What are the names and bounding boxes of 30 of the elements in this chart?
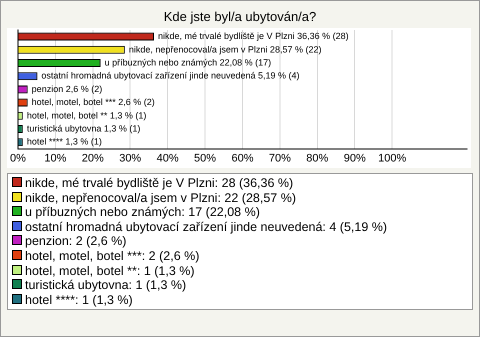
data-label: hotel **** 1,3 % (1) (26, 136, 102, 147)
legend-label: hotel, motel, botel ***: 2 (2,6 %) (25, 248, 200, 263)
x-tick-label: 70% (268, 152, 292, 164)
legend-label: hotel, motel, botel **: 1 (1,3 %) (25, 264, 195, 278)
legend-label: nikde, nepřenocoval/a jsem v Plzni: 22 (28,57 %) (25, 190, 296, 205)
legend-label: nikde, mé trvalé bydliště je V Plzni: 28 (36,36 %) (25, 176, 294, 190)
x-tick-label: 30% (119, 152, 142, 164)
legend-label: u příbuzných nebo známých: 17 (22,08 %) (25, 205, 260, 220)
x-tick-label: 50% (194, 152, 216, 164)
chart-title: Kde jste byl/a ubytován/a? (162, 8, 318, 26)
x-tick-label: 0% (10, 152, 26, 164)
x-tick-label: 10% (44, 152, 67, 164)
legend-label: ostatní hromadná ubytovací zařízení jinde neuvedená: 4 (5,19 %) (25, 220, 388, 234)
x-tick-label: 40% (156, 152, 179, 164)
data-label: nikde, nepřenocoval/a jsem v Plzni 28,57 % (22) (128, 44, 322, 54)
x-tick-label: 20% (82, 152, 104, 164)
legend-label: hotel ****: 1 (1,3 %) (25, 292, 133, 307)
data-label: ostatní hromadná ubytovací zařízení jinde neuvedená 5,19 % (4) (41, 70, 300, 81)
data-label: nikde, mé trvalé bydliště je V Plzni 36,36 % (28) (158, 31, 349, 42)
legend-label: turistická ubytovna: 1 (1,3 %) (25, 278, 186, 292)
legend-label: penzion: 2 (2,6 %) (25, 234, 126, 248)
data-label: hotel, motel, botel ** 1,3 % (1) (26, 110, 146, 120)
x-tick-label: 60% (231, 152, 254, 164)
data-label: u příbuzných nebo známých 22,08 % (17) (104, 57, 272, 68)
data-label: penzion 2,6 % (2) (32, 84, 102, 94)
x-tick-label: 100% (378, 152, 406, 164)
data-label: turistická ubytovna 1,3 % (1) (26, 123, 140, 134)
data-label: hotel, motel, botel *** 2,6 % (2) (32, 97, 155, 108)
x-tick-label: 80% (306, 152, 329, 164)
x-tick-label: 90% (344, 152, 366, 164)
